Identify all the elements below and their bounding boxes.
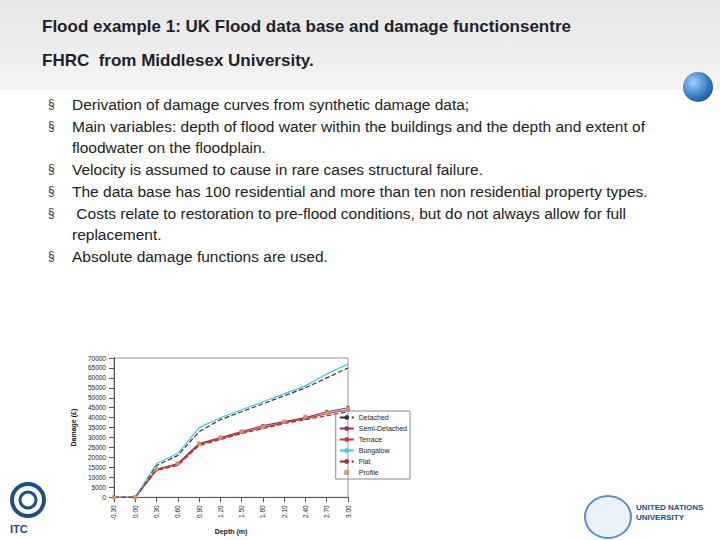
svg-text:2.10: 2.10	[281, 505, 288, 518]
svg-text:2.70: 2.70	[323, 505, 330, 518]
svg-text:3.00: 3.00	[345, 505, 352, 518]
svg-text:1.50: 1.50	[238, 505, 245, 518]
svg-text:50000: 50000	[88, 394, 106, 401]
svg-text:5000: 5000	[92, 484, 107, 491]
svg-text:Detached: Detached	[359, 414, 389, 421]
svg-text:Bungalow: Bungalow	[359, 447, 391, 455]
html-text:Main variables: depth of flood: Main variables: depth of flood water wit…	[72, 118, 650, 156]
svg-text:0: 0	[102, 494, 106, 501]
svg-text:Profile: Profile	[359, 469, 379, 476]
html-text:Velocity is assumed to cause i: Velocity is assumed to cause in rare cas…	[72, 161, 483, 178]
svg-text:0.60: 0.60	[174, 505, 181, 518]
svg-text:55000: 55000	[88, 384, 106, 391]
svg-text:15000: 15000	[88, 464, 106, 471]
svg-text:Terrace: Terrace	[359, 436, 382, 443]
html-text:The data base has 100 resident: The data base has 100 residential and mo…	[72, 183, 648, 200]
html-text:Costs relate to restoration to: Costs relate to restoration to pre-flood…	[72, 205, 631, 243]
html-text:ITC: ITC	[10, 523, 28, 535]
svg-text:20000: 20000	[88, 454, 106, 461]
svg-text:Damage (£): Damage (£)	[70, 409, 78, 447]
html-text:Flood example 1: UK Flood data: Flood example 1: UK Flood data base and …	[42, 17, 571, 70]
html-text:Derivation of damage curves fr: Derivation of damage curves from synthet…	[72, 96, 470, 113]
svg-text:Depth (m): Depth (m)	[215, 528, 248, 536]
svg-text:2.40: 2.40	[302, 505, 309, 518]
svg-text:0.30: 0.30	[153, 505, 160, 518]
svg-text:Flat: Flat	[359, 458, 371, 465]
svg-text:70000: 70000	[88, 355, 106, 362]
svg-text:30000: 30000	[88, 434, 106, 441]
svg-text:35000: 35000	[88, 424, 106, 431]
svg-text:Semi-Detached: Semi-Detached	[359, 425, 407, 432]
svg-text:25000: 25000	[88, 444, 106, 451]
svg-text:0.00: 0.00	[132, 505, 139, 518]
svg-text:10000: 10000	[88, 474, 106, 481]
html-text:UNITED NATIONS UNIVERSITY: UNITED NATIONS UNIVERSITY	[636, 503, 704, 522]
svg-text:40000: 40000	[88, 414, 106, 421]
svg-text:65000: 65000	[88, 364, 106, 371]
html-text:Absolute damage functions are: Absolute damage functions are used.	[72, 248, 328, 265]
svg-text:0.90: 0.90	[196, 505, 203, 518]
svg-text:45000: 45000	[88, 404, 106, 411]
svg-text:1.20: 1.20	[217, 505, 224, 518]
svg-text:1.80: 1.80	[259, 505, 266, 518]
svg-text:-0.30: -0.30	[110, 505, 117, 520]
svg-text:60000: 60000	[88, 374, 106, 381]
